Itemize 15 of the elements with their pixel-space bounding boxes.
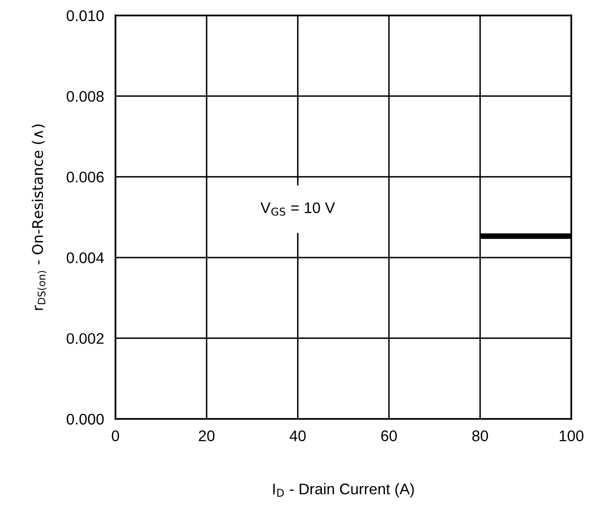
y-tick-label: 0.004 bbox=[66, 252, 104, 264]
x-axis-title: I$_{D}$ - Drain Current (A) bbox=[273, 483, 414, 498]
y-tick-label: 0.002 bbox=[66, 333, 104, 344]
x-tick-label: 100 bbox=[560, 430, 584, 442]
annotation: V$_{GS}$ = 10 V bbox=[260, 202, 336, 216]
x-tick-label: 60 bbox=[381, 430, 397, 442]
y-tick-label: 0.000 bbox=[66, 414, 104, 425]
x-tick-label: 20 bbox=[198, 430, 215, 442]
y-axis-title: r$_{DS(on)}$ - On-Resistance (∧) bbox=[32, 124, 47, 310]
x-tick-label: 80 bbox=[472, 430, 488, 442]
x-tick-label: 0 bbox=[112, 430, 120, 442]
y-tick-label: 0.010 bbox=[66, 10, 104, 22]
x-tick-label: 40 bbox=[290, 430, 306, 442]
y-tick-label: 0.008 bbox=[66, 90, 104, 102]
y-tick-label: 0.006 bbox=[66, 172, 104, 182]
